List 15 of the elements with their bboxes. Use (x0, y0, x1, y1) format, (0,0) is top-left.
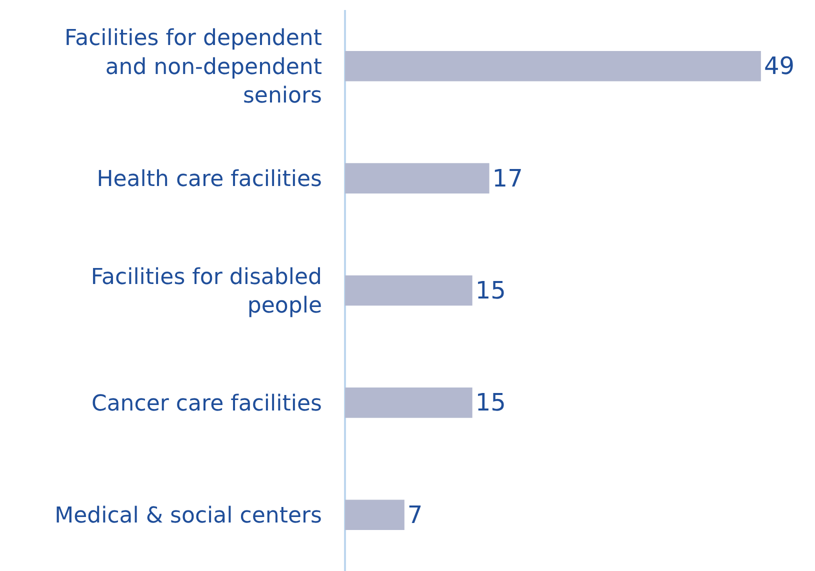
data-label: 15 (475, 276, 506, 304)
y-tick-label: Cancer care facilities (91, 391, 322, 416)
bar (345, 388, 472, 418)
data-label: 17 (492, 164, 523, 192)
data-label: 15 (475, 388, 506, 417)
y-tick-label: Facilities for dependent and non-dependent seniors (64, 26, 322, 108)
data-label: 7 (407, 500, 423, 529)
bar (345, 163, 490, 194)
bar (345, 275, 472, 306)
bar (345, 50, 761, 82)
y-tick-label: Facilities for disabled people (90, 264, 322, 318)
y-tick-label: Medical & social centers (54, 504, 322, 529)
data-label: 49 (764, 52, 794, 80)
bar (345, 500, 404, 530)
y-tick-label: Health care facilities (96, 167, 322, 192)
